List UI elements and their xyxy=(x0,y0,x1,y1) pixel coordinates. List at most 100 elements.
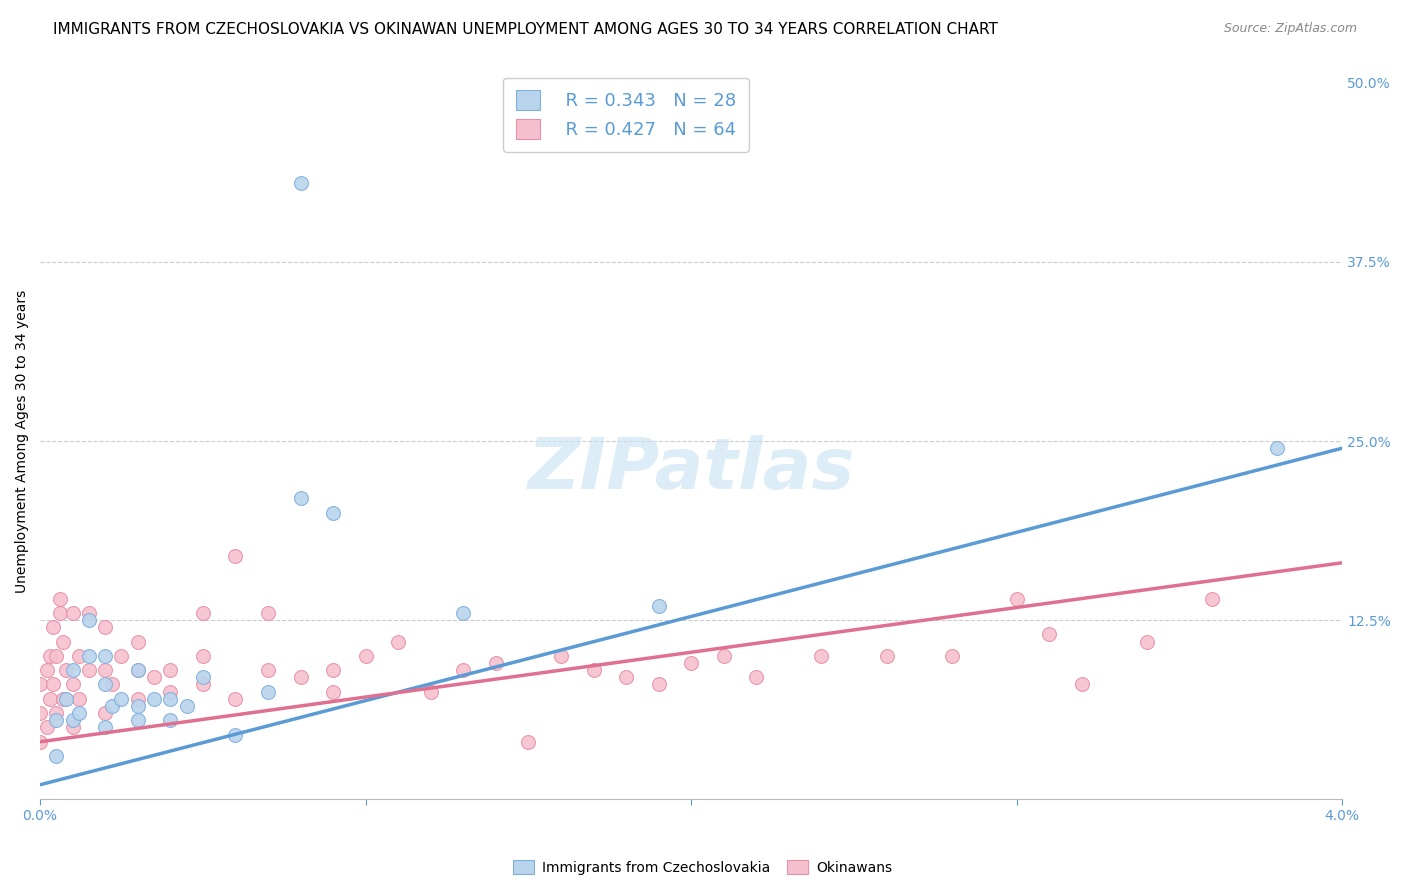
Text: Source: ZipAtlas.com: Source: ZipAtlas.com xyxy=(1223,22,1357,36)
Point xyxy=(453,606,475,620)
Point xyxy=(354,648,377,663)
Legend: Immigrants from Czechoslovakia, Okinawans: Immigrants from Czechoslovakia, Okinawan… xyxy=(508,855,898,880)
Point xyxy=(745,670,768,684)
Point xyxy=(322,506,344,520)
Point xyxy=(647,599,669,613)
Point xyxy=(77,613,100,627)
Point xyxy=(67,648,90,663)
Point xyxy=(876,648,898,663)
Point xyxy=(38,648,60,663)
Point xyxy=(77,606,100,620)
Point xyxy=(38,691,60,706)
Point xyxy=(62,663,84,677)
Point xyxy=(290,491,312,506)
Point xyxy=(42,620,65,634)
Point xyxy=(52,691,75,706)
Point xyxy=(67,691,90,706)
Point xyxy=(485,656,508,670)
Point xyxy=(94,648,117,663)
Text: IMMIGRANTS FROM CZECHOSLOVAKIA VS OKINAWAN UNEMPLOYMENT AMONG AGES 30 TO 34 YEAR: IMMIGRANTS FROM CZECHOSLOVAKIA VS OKINAW… xyxy=(53,22,998,37)
Point xyxy=(48,606,70,620)
Point xyxy=(1265,441,1288,455)
Legend:   R = 0.343   N = 28,   R = 0.427   N = 64: R = 0.343 N = 28, R = 0.427 N = 64 xyxy=(503,78,749,152)
Point xyxy=(257,606,280,620)
Point xyxy=(647,677,669,691)
Point xyxy=(257,663,280,677)
Point xyxy=(48,591,70,606)
Point xyxy=(159,713,181,727)
Point xyxy=(681,656,703,670)
Point xyxy=(55,691,77,706)
Point xyxy=(224,549,246,563)
Point xyxy=(94,706,117,720)
Point xyxy=(62,713,84,727)
Point xyxy=(810,648,832,663)
Point xyxy=(191,606,214,620)
Point xyxy=(62,606,84,620)
Point xyxy=(127,663,149,677)
Point xyxy=(614,670,637,684)
Point xyxy=(100,698,122,713)
Point xyxy=(159,691,181,706)
Point xyxy=(1038,627,1060,641)
Point xyxy=(517,735,540,749)
Point xyxy=(224,728,246,742)
Point xyxy=(1070,677,1092,691)
Point xyxy=(62,721,84,735)
Point xyxy=(143,670,166,684)
Point xyxy=(94,663,117,677)
Point xyxy=(176,698,198,713)
Point xyxy=(941,648,963,663)
Point xyxy=(191,677,214,691)
Point xyxy=(387,634,409,648)
Point xyxy=(30,706,52,720)
Point xyxy=(322,663,344,677)
Point xyxy=(30,735,52,749)
Point xyxy=(127,713,149,727)
Point xyxy=(67,706,90,720)
Point xyxy=(127,663,149,677)
Point xyxy=(110,691,132,706)
Point xyxy=(94,677,117,691)
Point xyxy=(1005,591,1028,606)
Point xyxy=(191,648,214,663)
Point xyxy=(94,721,117,735)
Point xyxy=(77,663,100,677)
Point xyxy=(35,663,58,677)
Point xyxy=(45,706,67,720)
Point xyxy=(453,663,475,677)
Point xyxy=(127,634,149,648)
Point xyxy=(52,634,75,648)
Text: ZIPatlas: ZIPatlas xyxy=(527,435,855,504)
Point xyxy=(257,684,280,698)
Point xyxy=(191,670,214,684)
Point xyxy=(35,721,58,735)
Point xyxy=(322,684,344,698)
Point xyxy=(45,648,67,663)
Point xyxy=(582,663,605,677)
Point xyxy=(62,677,84,691)
Point xyxy=(159,684,181,698)
Point xyxy=(100,677,122,691)
Point xyxy=(127,691,149,706)
Point xyxy=(45,749,67,764)
Point xyxy=(94,620,117,634)
Point xyxy=(143,691,166,706)
Point xyxy=(30,677,52,691)
Point xyxy=(290,670,312,684)
Point xyxy=(1201,591,1223,606)
Point xyxy=(127,698,149,713)
Point xyxy=(159,663,181,677)
Point xyxy=(1136,634,1159,648)
Point xyxy=(55,663,77,677)
Point xyxy=(42,677,65,691)
Point xyxy=(419,684,441,698)
Point xyxy=(110,648,132,663)
Point xyxy=(224,691,246,706)
Y-axis label: Unemployment Among Ages 30 to 34 years: Unemployment Among Ages 30 to 34 years xyxy=(15,289,30,592)
Point xyxy=(45,713,67,727)
Point xyxy=(713,648,735,663)
Point xyxy=(290,176,312,190)
Point xyxy=(77,648,100,663)
Point xyxy=(550,648,572,663)
